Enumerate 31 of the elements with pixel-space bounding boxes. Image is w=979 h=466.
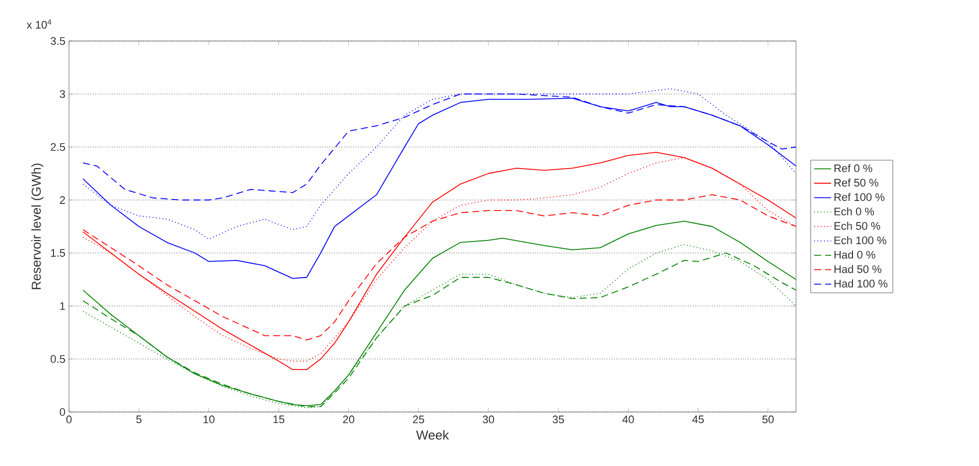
y-tick-label: 3.5 — [50, 37, 66, 45]
x-tick-label: 45 — [692, 416, 704, 424]
text: x 10$^{4}$ — [26, 19, 52, 29]
legend-label: Ref 100 % — [834, 192, 884, 201]
y-tick-label: 2 — [60, 196, 65, 204]
x-tick-label: 35 — [552, 416, 564, 424]
y-tick-label: 1 — [60, 302, 65, 310]
x-axis-title: Week — [416, 430, 449, 440]
legend-label: Ref 0 % — [834, 164, 872, 172]
y-tick-label: 0.5 — [50, 355, 66, 363]
legend-label: Ref 50 % — [834, 178, 878, 187]
x-tick-label: 40 — [622, 416, 634, 424]
x-tick-label: 20 — [343, 416, 354, 424]
legend-label: Had 100 % — [834, 279, 888, 288]
y-tick-label: 3 — [60, 90, 65, 98]
x-tick-label: 25 — [412, 416, 424, 424]
legend-label: Ech 100 % — [834, 236, 886, 244]
legend-label: Ech 50 % — [834, 222, 880, 230]
x-tick-label: 15 — [273, 416, 284, 424]
x-tick-label: 0 — [66, 416, 72, 424]
legend-label: Had 0 % — [834, 250, 876, 259]
y-tick-label: 2.5 — [50, 143, 66, 151]
legend-label: Ech 0 % — [834, 207, 874, 216]
x-tick-label: 5 — [136, 416, 142, 424]
x-tick-label: 50 — [762, 416, 774, 424]
y-tick-label: 1.5 — [51, 249, 66, 257]
x-tick-label: 10 — [204, 416, 214, 424]
legend-label: Had 50 % — [834, 265, 882, 274]
x-tick-label: 30 — [482, 416, 494, 424]
y-tick-label: 0 — [60, 408, 66, 416]
y-axis-title: Reservoir level (GWh) — [31, 164, 44, 290]
